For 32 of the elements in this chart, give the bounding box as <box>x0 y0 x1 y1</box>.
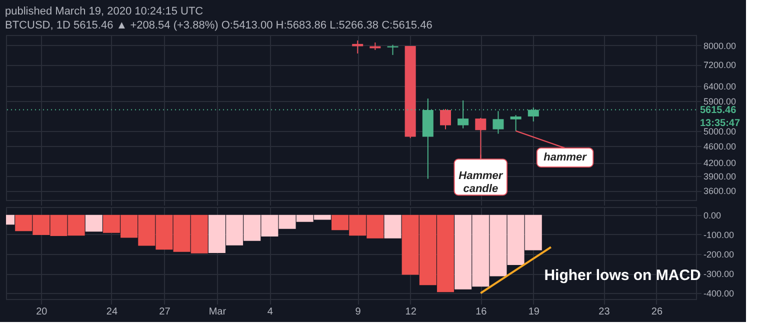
x-tick-label: 20 <box>36 306 48 318</box>
annotation: hammer <box>544 151 588 164</box>
y-tick-label: 3600.00 <box>704 186 736 196</box>
y-tick-label: -100.00 <box>704 230 734 240</box>
ref-line-label: 5615.46 <box>700 104 737 116</box>
x-tick-label: 16 <box>476 306 488 318</box>
chart-title: published March 19, 2020 10:24:15 UTC <box>5 6 204 18</box>
y-tick-label: -200.00 <box>704 249 734 260</box>
text: 13:35:47 <box>700 118 740 129</box>
x-tick-label: Mar <box>208 306 227 318</box>
annotation: Hammer candle <box>458 170 504 196</box>
x-tick-label: 9 <box>355 306 362 318</box>
y-tick-label: 6400.00 <box>704 81 736 92</box>
y-tick-label: 4200.00 <box>704 158 736 168</box>
y-tick-label: -400.00 <box>704 288 734 299</box>
y-tick-label: 3900.00 <box>704 172 736 182</box>
y-tick-label: 5000.00 <box>704 126 736 136</box>
x-tick-label: 12 <box>405 306 417 318</box>
y-tick-label: 4600.00 <box>704 142 736 152</box>
x-tick-label: 23 <box>598 306 610 318</box>
x-tick-label: 4 <box>267 306 274 318</box>
chart-subtitle: BTCUSD, 1D 5615.46 ▲ +208.54 (+3.88%) O:5413.00 H:5683.86 L:5266.38 C:5615.46 <box>5 20 432 32</box>
x-tick-label: 19 <box>528 306 540 318</box>
y-tick-label: 8000.00 <box>704 40 736 51</box>
annotation: Higher lows on MACD <box>544 267 702 284</box>
y-tick-label: 7200.00 <box>704 60 736 70</box>
x-tick-label: 27 <box>159 306 171 318</box>
y-tick-label: 5900.00 <box>704 96 736 106</box>
y-tick-label: 0.00 <box>704 210 722 220</box>
y-tick-label: -300.00 <box>704 269 734 280</box>
x-tick-label: 26 <box>651 306 663 318</box>
x-tick-label: 24 <box>106 306 118 318</box>
